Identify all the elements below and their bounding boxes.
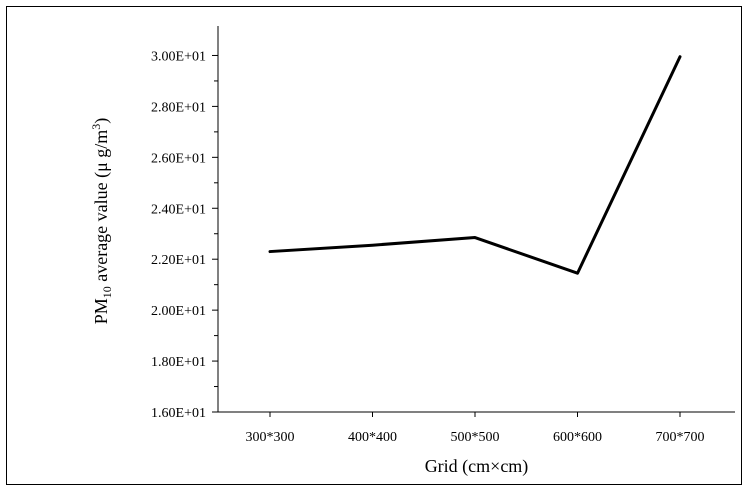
series-line [268, 55, 682, 275]
y-title-prefix: PM [91, 298, 111, 324]
y-tick-label: 1.80E+01 [151, 355, 206, 370]
y-tick-label: 2.00E+01 [151, 304, 206, 319]
y-tick-label: 3.00E+01 [151, 49, 206, 64]
y-tick-label: 2.60E+01 [151, 151, 206, 166]
y-title-text: average value (μ g/m [91, 130, 112, 287]
y-title-suffix: ) [91, 118, 112, 124]
y-title-superscript: 3 [89, 124, 103, 130]
x-tick-label: 700*700 [656, 430, 705, 445]
chart-frame [6, 6, 742, 485]
y-tick-label: 1.60E+01 [151, 406, 206, 421]
x-tick-label: 500*500 [451, 430, 500, 445]
y-tick-label: 2.80E+01 [151, 100, 206, 115]
x-tick-label: 600*600 [553, 430, 602, 445]
x-tick-label: 400*400 [348, 430, 397, 445]
y-axis-ticks: 1.60E+01 1.80E+01 2.00E+01 2.20E+01 2.40E+01… [151, 49, 218, 421]
y-axis-title: PM10 average value (μ g/m3) [89, 118, 114, 325]
chart-axes [217, 26, 735, 413]
y-tick-label: 2.40E+01 [151, 202, 206, 217]
y-title-subscript: 10 [100, 286, 114, 298]
x-tick-label: 300*300 [246, 430, 295, 445]
chart-series [268, 55, 682, 275]
x-axis-ticks: 300*300 400*400 500*500 600*600 700*700 [246, 412, 705, 445]
x-axis-title: Grid (cm×cm) [425, 456, 529, 477]
y-tick-label: 2.20E+01 [151, 253, 206, 268]
